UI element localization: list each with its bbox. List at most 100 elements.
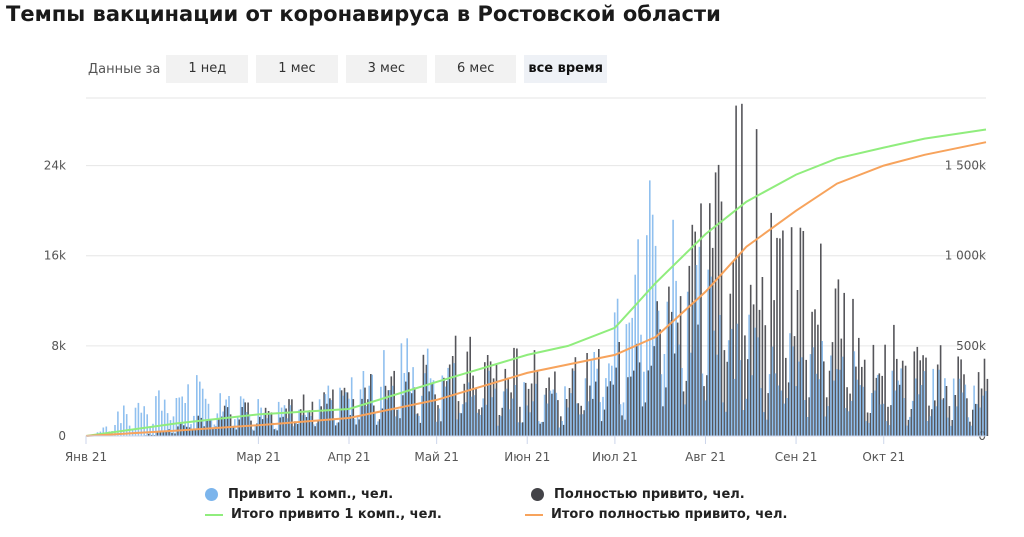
bar-first-dose [891, 370, 894, 436]
bar-first-dose [406, 338, 408, 436]
bar-first-dose [605, 378, 607, 436]
bar-full [957, 356, 959, 436]
bar-first-dose [809, 354, 812, 436]
bar-first-dose [312, 424, 315, 436]
bar-full [168, 429, 170, 436]
range-1-month-button[interactable]: 1 мес [256, 55, 338, 83]
bar-first-dose [201, 388, 204, 436]
bar-first-dose [949, 425, 952, 436]
bar-full [960, 359, 962, 436]
legend-item-full-total[interactable]: Итого полностью привито, чел. [525, 507, 787, 522]
bar-full [787, 382, 790, 436]
bar-first-dose [704, 400, 707, 436]
bar-first-dose [836, 369, 838, 436]
bar-full [276, 430, 279, 436]
bar-full [446, 381, 448, 436]
bar-first-dose [914, 378, 917, 436]
bar-full [361, 398, 363, 436]
range-1-week-button[interactable]: 1 нед [166, 55, 249, 83]
bar-full [323, 392, 325, 436]
legend-item-full[interactable]: Полностью привито, чел. [531, 487, 745, 502]
bar-first-dose [774, 373, 777, 436]
bar-full [235, 429, 238, 436]
bar-first-dose [161, 410, 163, 436]
bar-full [931, 409, 933, 436]
bar-full [335, 425, 337, 436]
bar-first-dose [231, 427, 233, 436]
bar-full [288, 399, 290, 436]
bar-first-dose [447, 367, 449, 436]
bar-full [834, 288, 837, 436]
legend-item-first-dose-total[interactable]: Итого привито 1 комп., чел. [205, 507, 442, 522]
bar-full [983, 358, 986, 436]
bar-full [881, 375, 883, 436]
bar-first-dose [464, 402, 467, 436]
bar-full [448, 364, 451, 436]
bar-full [434, 394, 436, 436]
bar-full [916, 346, 919, 436]
bar-full [869, 413, 872, 436]
bar-first-dose [783, 403, 785, 436]
bar-first-dose [932, 368, 934, 436]
bar-first-dose [508, 409, 511, 436]
bar-full [928, 405, 930, 436]
bar-full [498, 415, 501, 436]
bar-full [405, 381, 407, 436]
bar-full [264, 407, 267, 436]
bar-first-dose [795, 386, 797, 436]
bar-first-dose [187, 384, 189, 436]
bar-full [212, 428, 214, 436]
bar-full [244, 402, 246, 436]
bar-full [872, 344, 875, 436]
bar-full [709, 203, 711, 436]
bar-first-dose [838, 369, 841, 436]
bar-first-dose [669, 320, 671, 436]
bar-full [600, 421, 603, 436]
bar-first-dose [640, 334, 642, 436]
bar-full [519, 406, 521, 436]
bar-first-dose [307, 411, 309, 436]
bar-full [840, 338, 843, 436]
bar-first-dose [421, 395, 423, 436]
bar-first-dose [689, 352, 692, 436]
bar-first-dose [511, 398, 514, 436]
bar-first-dose [713, 330, 715, 436]
bar-first-dose [552, 389, 555, 436]
bar-first-dose [654, 245, 657, 436]
range-all-time-button[interactable]: все время [524, 55, 607, 83]
bar-first-dose [751, 375, 753, 436]
bar-first-dose [146, 414, 148, 436]
bar-full [343, 387, 346, 436]
bar-full [732, 261, 734, 436]
bar-first-dose [499, 416, 502, 436]
bar-first-dose [651, 214, 654, 436]
bar-full [186, 426, 188, 436]
bar-full [682, 391, 685, 436]
bar-full [893, 324, 895, 436]
bar-first-dose [123, 405, 125, 436]
bar-first-dose [546, 403, 549, 436]
bar-first-dose [736, 323, 739, 436]
bar-full [302, 394, 305, 436]
bar-first-dose [143, 406, 145, 436]
line-first-dose-total [85, 128, 987, 437]
bar-first-dose [491, 397, 493, 436]
bar-full [340, 390, 343, 436]
bar-full [431, 383, 433, 436]
bar-first-dose [830, 355, 832, 436]
bar-first-dose [888, 425, 891, 436]
bar-first-dose [158, 390, 160, 436]
bar-first-dose [456, 419, 458, 436]
bar-full [539, 423, 542, 436]
bar-full [831, 342, 834, 436]
range-3-months-button[interactable]: 3 мес [345, 55, 428, 83]
range-6-months-button[interactable]: 6 мес [435, 55, 517, 83]
bar-full [679, 296, 682, 436]
bar-first-dose [952, 378, 955, 436]
bar-first-dose [494, 388, 496, 436]
bar-full [489, 361, 492, 436]
bar-full [767, 393, 769, 436]
legend-item-first-dose[interactable]: Привито 1 комп., чел. [205, 487, 393, 502]
bar-full [548, 377, 550, 436]
bar-first-dose [114, 425, 116, 436]
